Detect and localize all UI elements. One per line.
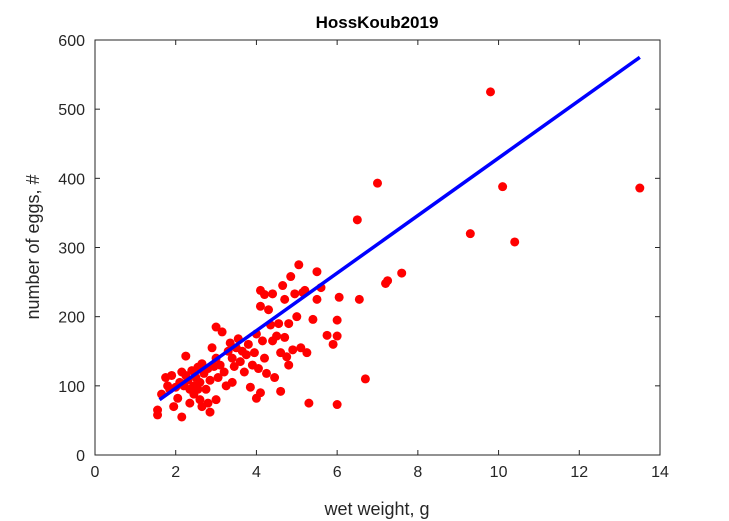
y-tick-label: 200 bbox=[58, 310, 85, 327]
data-point bbox=[262, 368, 272, 378]
data-point bbox=[302, 348, 312, 358]
data-point bbox=[205, 407, 215, 417]
data-point bbox=[294, 260, 304, 270]
x-tick-label: 10 bbox=[490, 464, 508, 481]
x-tick-label: 0 bbox=[91, 464, 100, 481]
data-point bbox=[276, 386, 286, 396]
data-point bbox=[167, 370, 177, 380]
data-point bbox=[274, 319, 284, 329]
data-point bbox=[312, 294, 322, 304]
data-point bbox=[243, 339, 253, 349]
fit-line bbox=[158, 55, 641, 402]
x-tick-label: 14 bbox=[651, 464, 669, 481]
data-point bbox=[185, 398, 195, 408]
data-point bbox=[352, 215, 362, 225]
x-tick-label: 8 bbox=[413, 464, 422, 481]
data-point bbox=[257, 336, 267, 346]
data-point bbox=[241, 350, 251, 360]
data-point bbox=[332, 315, 342, 325]
data-point bbox=[177, 412, 187, 422]
data-point bbox=[211, 395, 221, 405]
data-point bbox=[195, 377, 205, 387]
data-point bbox=[255, 301, 265, 311]
data-point bbox=[292, 312, 302, 322]
data-point bbox=[498, 182, 508, 192]
data-point bbox=[260, 353, 269, 363]
data-point bbox=[268, 289, 278, 299]
data-point bbox=[284, 360, 294, 370]
y-tick-label: 100 bbox=[58, 379, 85, 396]
data-point bbox=[296, 343, 306, 353]
data-point bbox=[207, 343, 217, 353]
data-point bbox=[225, 338, 235, 348]
data-point bbox=[217, 327, 227, 337]
data-point bbox=[219, 367, 229, 377]
y-tick-label: 300 bbox=[58, 241, 85, 258]
data-point bbox=[288, 345, 298, 355]
data-point bbox=[334, 292, 344, 302]
data-point bbox=[169, 402, 179, 412]
data-point bbox=[173, 393, 183, 403]
data-point bbox=[255, 388, 265, 398]
data-point bbox=[278, 281, 288, 291]
data-point bbox=[635, 183, 645, 193]
data-point bbox=[264, 305, 274, 315]
data-point bbox=[249, 348, 259, 358]
data-point bbox=[201, 384, 211, 394]
data-point bbox=[193, 384, 203, 394]
data-point bbox=[354, 294, 364, 304]
y-tick-label: 600 bbox=[58, 33, 85, 50]
data-point bbox=[239, 367, 249, 377]
data-point bbox=[153, 405, 163, 415]
data-point bbox=[312, 267, 322, 277]
data-point bbox=[373, 178, 382, 188]
x-tick-label: 2 bbox=[171, 464, 180, 481]
data-point bbox=[181, 351, 191, 361]
x-axis-label: wet weight, g bbox=[323, 499, 429, 519]
data-point bbox=[270, 373, 280, 383]
y-tick-label: 400 bbox=[58, 171, 85, 188]
x-tick-label: 12 bbox=[570, 464, 588, 481]
data-point bbox=[215, 360, 225, 370]
data-point bbox=[282, 352, 292, 362]
x-tick-label: 4 bbox=[252, 464, 261, 481]
data-point bbox=[286, 272, 296, 282]
data-point bbox=[280, 294, 290, 304]
data-point bbox=[227, 353, 237, 363]
data-point bbox=[397, 268, 407, 278]
data-point bbox=[211, 322, 221, 332]
data-point bbox=[229, 361, 239, 371]
data-point bbox=[195, 395, 205, 405]
data-point bbox=[245, 382, 255, 392]
data-point bbox=[272, 331, 282, 341]
data-point bbox=[203, 398, 213, 408]
chart-title: HossKoub2019 bbox=[316, 13, 439, 32]
data-point bbox=[510, 237, 520, 247]
data-point bbox=[205, 375, 215, 385]
data-point bbox=[465, 229, 475, 239]
data-point bbox=[486, 87, 495, 97]
data-point bbox=[284, 319, 294, 329]
data-point bbox=[332, 331, 342, 341]
data-point bbox=[280, 332, 290, 342]
data-point bbox=[235, 357, 245, 367]
data-point bbox=[360, 374, 370, 384]
data-point bbox=[260, 290, 269, 300]
y-tick-label: 0 bbox=[76, 448, 85, 465]
data-point bbox=[308, 314, 318, 324]
data-point bbox=[253, 364, 263, 374]
data-point bbox=[304, 398, 314, 408]
data-point bbox=[322, 330, 332, 340]
plot-area: 0 2 4 6 8 10 12 14 0 100 200 300 400 500 600 bbox=[58, 33, 669, 481]
y-axis-label: number of eggs, # bbox=[23, 174, 43, 319]
data-point bbox=[290, 289, 300, 299]
y-tick-label: 500 bbox=[58, 102, 85, 119]
data-point bbox=[332, 400, 342, 410]
data-point bbox=[328, 339, 338, 349]
data-point bbox=[227, 377, 237, 387]
data-point bbox=[213, 373, 223, 383]
x-tick-label: 6 bbox=[333, 464, 342, 481]
data-point bbox=[383, 276, 393, 286]
